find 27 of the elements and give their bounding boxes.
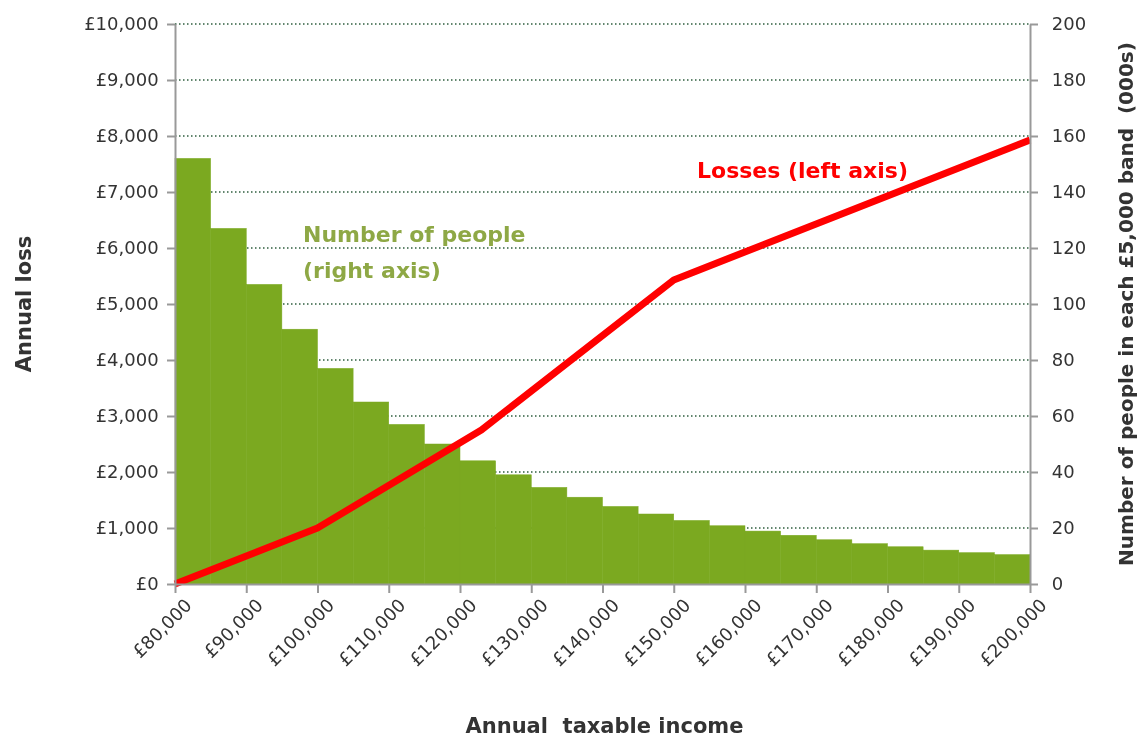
- y-tick-label: £4,000: [95, 349, 159, 371]
- y2-tick-label: 0: [1051, 573, 1064, 595]
- y-tick-label: £8,000: [95, 125, 159, 147]
- y2-tick-label: 20: [1051, 517, 1075, 539]
- y2-tick-label: 180: [1051, 69, 1087, 91]
- y-tick-label: £7,000: [95, 181, 159, 203]
- y-tick-label: £2,000: [95, 461, 159, 483]
- y2-tick-label: 100: [1051, 293, 1087, 315]
- y-tick-label: £6,000: [95, 237, 159, 259]
- y-tick-label: £0: [135, 573, 159, 595]
- y2-tick-label: 200: [1051, 13, 1087, 35]
- x-axis-title: Annual taxable income: [465, 714, 744, 738]
- y-tick-label: £10,000: [84, 13, 159, 35]
- y2-tick-label: 140: [1051, 181, 1087, 203]
- y-tick-label: £1,000: [95, 517, 159, 539]
- y2-tick-label: 80: [1051, 349, 1075, 371]
- y2-axis-title: Number of people in each £5,000 band (000s): [1114, 42, 1138, 566]
- y-tick-label: £3,000: [95, 405, 159, 427]
- series-label: Number of people (right axis): [303, 222, 526, 283]
- y-axis-title: Annual loss: [12, 235, 36, 373]
- y-tick-label: £9,000: [95, 69, 159, 91]
- y2-tick-label: 60: [1051, 405, 1075, 427]
- y2-tick-label: 120: [1051, 237, 1087, 259]
- y2-tick-label: 160: [1051, 125, 1087, 147]
- series-label: Losses (left axis): [697, 158, 908, 183]
- y-tick-label: £5,000: [95, 293, 159, 315]
- y2-tick-label: 40: [1051, 461, 1075, 483]
